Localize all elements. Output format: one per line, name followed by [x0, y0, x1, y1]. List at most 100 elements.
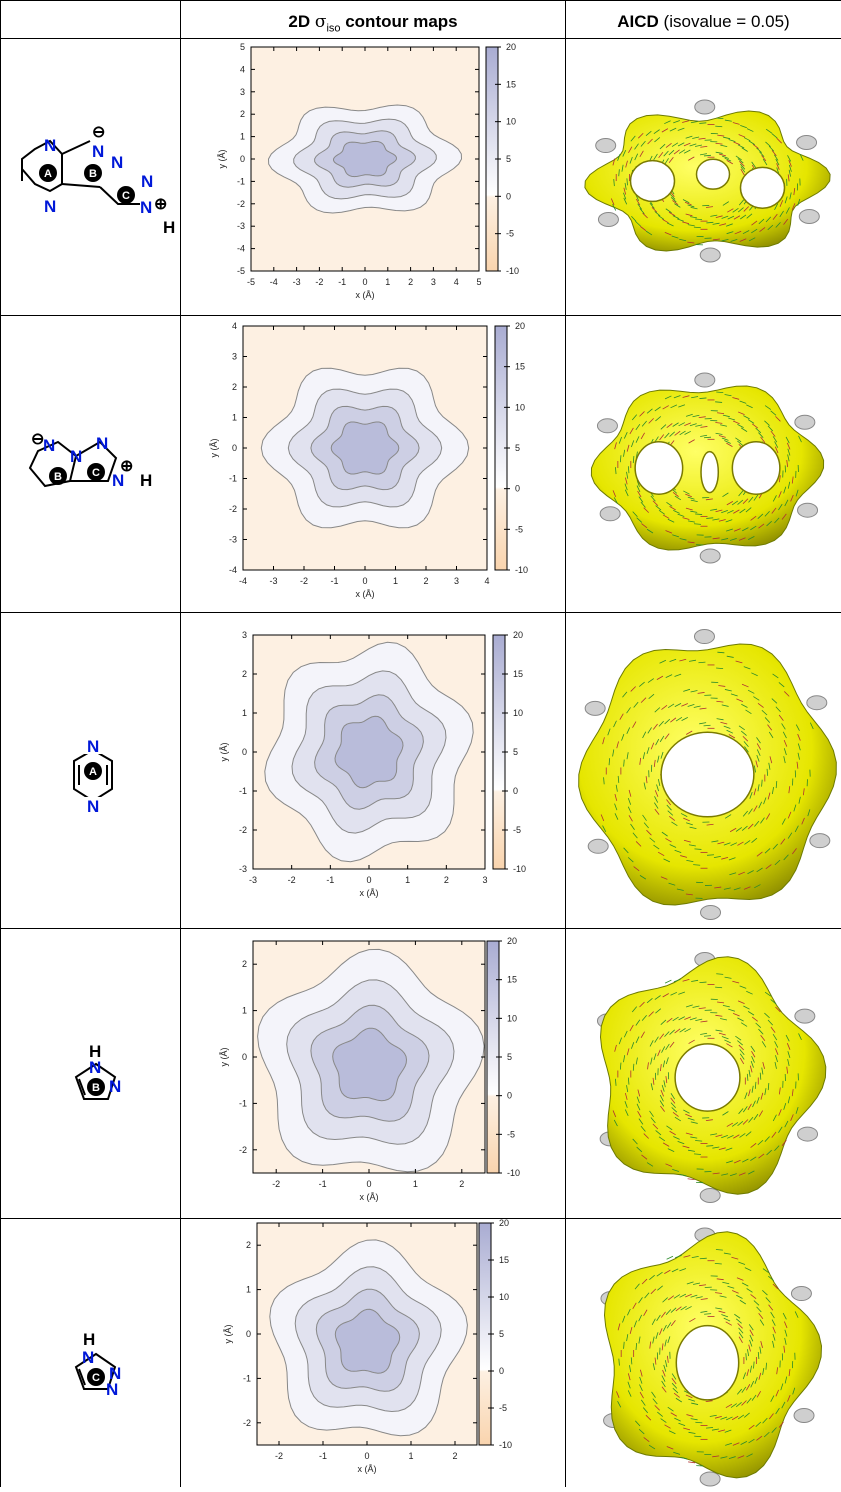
y-tick-label: 2 [240, 109, 245, 119]
colorbar-tick-label: 0 [506, 191, 511, 201]
colorbar-tick-label: 5 [513, 747, 518, 757]
y-tick-label: 2 [246, 1240, 251, 1250]
svg-text:C: C [92, 467, 100, 479]
colorbar-tick-label: -5 [513, 825, 521, 835]
hydrogen-atom [701, 905, 721, 919]
y-tick-label: -1 [239, 1098, 247, 1108]
svg-text:N: N [111, 153, 123, 172]
aicd-image [566, 39, 841, 315]
svg-text:N: N [87, 737, 99, 756]
aicd-ring-hole [631, 161, 675, 202]
aicd-cell [566, 929, 841, 1218]
x-tick-label: 4 [454, 277, 459, 287]
y-tick-label: 0 [232, 443, 237, 453]
colorbar-tick-label: 15 [515, 362, 525, 372]
svg-text:N: N [44, 197, 56, 216]
y-tick-label: -3 [237, 221, 245, 231]
y-axis-label: y (Å) [209, 438, 219, 457]
aicd-image [566, 929, 841, 1218]
x-tick-label: 1 [405, 875, 410, 885]
y-tick-label: 2 [242, 959, 247, 969]
x-tick-label: 1 [385, 277, 390, 287]
aicd-image [566, 316, 841, 612]
aicd-image [566, 1219, 841, 1487]
x-tick-label: 2 [452, 1451, 457, 1461]
y-tick-label: 2 [232, 382, 237, 392]
aicd-ring-hole [675, 1044, 740, 1111]
colorbar-tick-label: 0 [513, 786, 518, 796]
x-tick-label: 3 [454, 576, 459, 586]
x-tick-label: 5 [476, 277, 481, 287]
x-tick-label: 1 [393, 576, 398, 586]
colorbar-tick-label: 10 [507, 1013, 517, 1023]
colorbar-tick-label: 15 [513, 669, 523, 679]
aicd-cell [566, 613, 841, 928]
svg-text:H: H [140, 471, 152, 490]
svg-text:B: B [54, 471, 62, 483]
colorbar-tick-label: 20 [515, 321, 525, 331]
hydrogen-atom [799, 209, 819, 223]
aicd-ring-hole [661, 732, 754, 816]
x-tick-label: 0 [364, 1451, 369, 1461]
aicd-image [566, 613, 841, 928]
y-tick-label: -2 [239, 825, 247, 835]
colorbar-tick-label: 10 [506, 117, 516, 127]
y-tick-label: 0 [246, 1329, 251, 1339]
aicd-ring-hole [676, 1326, 738, 1400]
svg-text:N: N [109, 1077, 121, 1096]
svg-text:N: N [70, 447, 82, 466]
colorbar-tick-label: -5 [507, 1129, 515, 1139]
x-tick-label: 3 [431, 277, 436, 287]
hydrogen-atom [695, 100, 715, 114]
molecule-structure-5: C H N N N [0, 1219, 180, 1487]
molecule-cell: B H N N [0, 929, 180, 1218]
molecule-cell: A N N [0, 613, 180, 928]
colorbar-tick-label: -10 [515, 565, 528, 575]
svg-text:⊖: ⊖ [92, 124, 105, 141]
hydrogen-atom [798, 503, 818, 517]
colorbar-tick-label: 15 [506, 79, 516, 89]
svg-text:N: N [96, 434, 108, 453]
header-aicd-rest: (isovalue = 0.05) [659, 12, 790, 31]
header-contour-maps: 2D σiso contour maps [181, 10, 565, 34]
y-tick-label: -5 [237, 266, 245, 276]
svg-text:N: N [44, 136, 56, 155]
y-tick-label: -2 [239, 1145, 247, 1155]
svg-text:A: A [44, 168, 52, 180]
y-tick-label: 1 [240, 132, 245, 142]
y-tick-label: 0 [242, 1052, 247, 1062]
hydrogen-atom [810, 834, 830, 848]
colorbar-tick-label: 5 [499, 1329, 504, 1339]
y-tick-label: -4 [237, 244, 245, 254]
hydrogen-atom [585, 701, 605, 715]
y-tick-label: -2 [229, 504, 237, 514]
colorbar-tick-label: -10 [506, 266, 519, 276]
x-tick-label: 0 [362, 576, 367, 586]
header-contour-post: contour maps [341, 12, 458, 31]
hydrogen-atom [807, 696, 827, 710]
svg-text:H: H [163, 218, 175, 237]
aicd-ring-hole [701, 452, 718, 493]
x-axis-label: x (Å) [358, 1464, 377, 1474]
y-tick-label: 5 [240, 42, 245, 52]
header-aicd-bold: AICD [617, 12, 659, 31]
hydrogen-atom [700, 549, 720, 563]
colorbar-tick-label: -10 [513, 864, 526, 874]
x-axis-label: x (Å) [356, 589, 375, 599]
x-axis-label: x (Å) [356, 290, 375, 300]
aicd-cell [566, 1219, 841, 1487]
molecule-structure-1: A B C N N N N N N H ⊖ ⊕ [0, 39, 180, 315]
x-tick-label: 2 [408, 277, 413, 287]
x-axis-label: x (Å) [360, 888, 379, 898]
svg-text:N: N [141, 172, 153, 191]
colorbar-tick-label: 0 [507, 1091, 512, 1101]
x-tick-label: 4 [484, 576, 489, 586]
colorbar-tick-label: 20 [513, 630, 523, 640]
